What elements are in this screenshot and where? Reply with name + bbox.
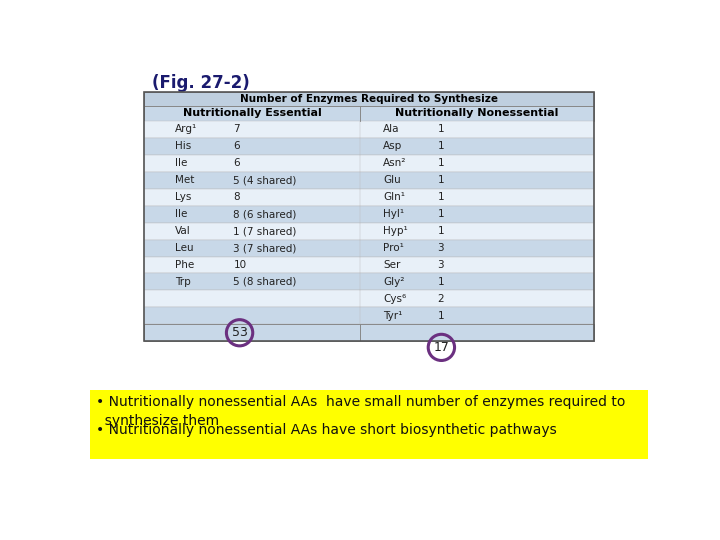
Text: Ile: Ile — [175, 158, 188, 168]
Text: • Nutritionally nonessential AAs have short biosynthetic pathways: • Nutritionally nonessential AAs have sh… — [96, 423, 557, 437]
Text: 53: 53 — [232, 326, 248, 339]
Text: His: His — [175, 141, 192, 151]
Text: 1: 1 — [438, 192, 444, 202]
Text: Asp: Asp — [383, 141, 402, 151]
Text: 1: 1 — [438, 226, 444, 236]
Bar — [144, 307, 594, 325]
Bar — [144, 92, 594, 106]
Text: • Nutritionally nonessential AAs  have small number of enzymes required to
  syn: • Nutritionally nonessential AAs have sm… — [96, 395, 626, 428]
Text: Lys: Lys — [175, 192, 192, 202]
Bar — [144, 325, 594, 341]
Text: Gln¹: Gln¹ — [383, 192, 405, 202]
Text: Val: Val — [175, 226, 191, 236]
Text: Asn²: Asn² — [383, 158, 407, 168]
Bar — [144, 222, 594, 240]
Text: Ile: Ile — [175, 209, 188, 219]
Text: 6: 6 — [233, 158, 240, 168]
Text: Gly²: Gly² — [383, 277, 405, 287]
Text: Cys⁶: Cys⁶ — [383, 294, 407, 304]
Text: Nutritionally Essential: Nutritionally Essential — [183, 109, 322, 118]
Text: 2: 2 — [438, 294, 444, 304]
Bar — [144, 106, 594, 121]
Text: 1: 1 — [438, 176, 444, 185]
Text: 3: 3 — [438, 260, 444, 270]
Text: 1: 1 — [438, 141, 444, 151]
Text: Phe: Phe — [175, 260, 194, 270]
Text: 8 (6 shared): 8 (6 shared) — [233, 209, 297, 219]
Text: 17: 17 — [433, 341, 449, 354]
Text: Tyr¹: Tyr¹ — [383, 311, 402, 321]
Text: Number of Enzymes Required to Synthesize: Number of Enzymes Required to Synthesize — [240, 93, 498, 104]
Text: 1: 1 — [438, 125, 444, 134]
Bar — [144, 155, 594, 172]
Text: 6: 6 — [233, 141, 240, 151]
Bar — [90, 390, 648, 459]
Bar — [144, 138, 594, 155]
Text: 8: 8 — [233, 192, 240, 202]
Text: Hyl¹: Hyl¹ — [383, 209, 405, 219]
Text: 1: 1 — [438, 311, 444, 321]
Text: 1: 1 — [438, 158, 444, 168]
Bar — [144, 256, 594, 273]
Bar — [144, 172, 594, 189]
Text: Nutritionally Nonessential: Nutritionally Nonessential — [395, 109, 559, 118]
Text: Glu: Glu — [383, 176, 401, 185]
Text: 10: 10 — [233, 260, 246, 270]
Bar — [144, 92, 594, 341]
Text: (Fig. 27-2): (Fig. 27-2) — [152, 74, 250, 92]
Bar — [144, 240, 594, 256]
Text: 3: 3 — [438, 243, 444, 253]
Bar — [144, 273, 594, 291]
Text: Met: Met — [175, 176, 194, 185]
Text: Ala: Ala — [383, 125, 400, 134]
Text: 5 (8 shared): 5 (8 shared) — [233, 277, 297, 287]
Text: 5 (4 shared): 5 (4 shared) — [233, 176, 297, 185]
Bar — [144, 206, 594, 222]
Bar — [144, 189, 594, 206]
Text: 1: 1 — [438, 209, 444, 219]
Text: 1: 1 — [438, 277, 444, 287]
Bar — [144, 291, 594, 307]
Text: Pro¹: Pro¹ — [383, 243, 404, 253]
Text: 3 (7 shared): 3 (7 shared) — [233, 243, 297, 253]
Text: 1 (7 shared): 1 (7 shared) — [233, 226, 297, 236]
Text: Trp: Trp — [175, 277, 191, 287]
Text: 7: 7 — [233, 125, 240, 134]
Text: Arg¹: Arg¹ — [175, 125, 197, 134]
Bar — [144, 121, 594, 138]
Text: Ser: Ser — [383, 260, 400, 270]
Text: Hyp¹: Hyp¹ — [383, 226, 408, 236]
Text: Leu: Leu — [175, 243, 194, 253]
